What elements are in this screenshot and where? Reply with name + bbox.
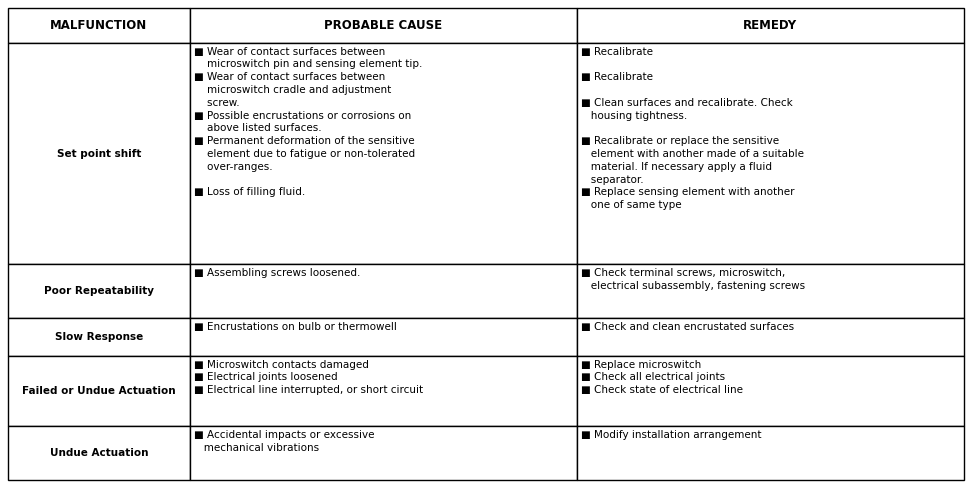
Text: ■ Wear of contact surfaces between
    microswitch pin and sensing element tip.
: ■ Wear of contact surfaces between micro… <box>193 47 422 198</box>
Bar <box>576 356 964 426</box>
Bar <box>190 426 576 480</box>
Bar <box>190 356 576 426</box>
Text: Slow Response: Slow Response <box>54 332 143 342</box>
Bar <box>8 356 190 426</box>
Bar <box>8 264 190 318</box>
Text: ■ Check terminal screws, microswitch,
   electrical subassembly, fastening screw: ■ Check terminal screws, microswitch, el… <box>581 268 805 291</box>
Bar <box>190 318 576 356</box>
Text: ■ Recalibrate

■ Recalibrate

■ Clean surfaces and recalibrate. Check
   housing: ■ Recalibrate ■ Recalibrate ■ Clean surf… <box>581 47 804 210</box>
Text: REMEDY: REMEDY <box>744 19 797 32</box>
Text: Undue Actuation: Undue Actuation <box>50 448 148 458</box>
Text: ■ Replace microswitch
■ Check all electrical joints
■ Check state of electrical : ■ Replace microswitch ■ Check all electr… <box>581 360 743 395</box>
Text: ■ Check and clean encrustated surfaces: ■ Check and clean encrustated surfaces <box>581 323 794 332</box>
Text: ■ Accidental impacts or excessive
   mechanical vibrations: ■ Accidental impacts or excessive mechan… <box>193 430 374 453</box>
Bar <box>576 264 964 318</box>
Bar <box>8 426 190 480</box>
Text: PROBABLE CAUSE: PROBABLE CAUSE <box>325 19 442 32</box>
Text: Set point shift: Set point shift <box>56 148 141 159</box>
Bar <box>8 8 190 42</box>
Bar <box>8 42 190 264</box>
Text: Poor Repeatability: Poor Repeatability <box>44 286 154 296</box>
Text: ■ Modify installation arrangement: ■ Modify installation arrangement <box>581 430 761 440</box>
Bar <box>190 8 576 42</box>
Text: MALFUNCTION: MALFUNCTION <box>51 19 148 32</box>
Bar <box>576 318 964 356</box>
Bar <box>576 42 964 264</box>
Text: ■ Encrustations on bulb or thermowell: ■ Encrustations on bulb or thermowell <box>193 323 397 332</box>
Bar <box>576 426 964 480</box>
Bar <box>190 42 576 264</box>
Text: Failed or Undue Actuation: Failed or Undue Actuation <box>22 386 176 396</box>
Bar <box>190 264 576 318</box>
Bar <box>8 318 190 356</box>
Text: ■ Assembling screws loosened.: ■ Assembling screws loosened. <box>193 268 360 278</box>
Text: ■ Microswitch contacts damaged
■ Electrical joints loosened
■ Electrical line in: ■ Microswitch contacts damaged ■ Electri… <box>193 360 423 395</box>
Bar <box>576 8 964 42</box>
